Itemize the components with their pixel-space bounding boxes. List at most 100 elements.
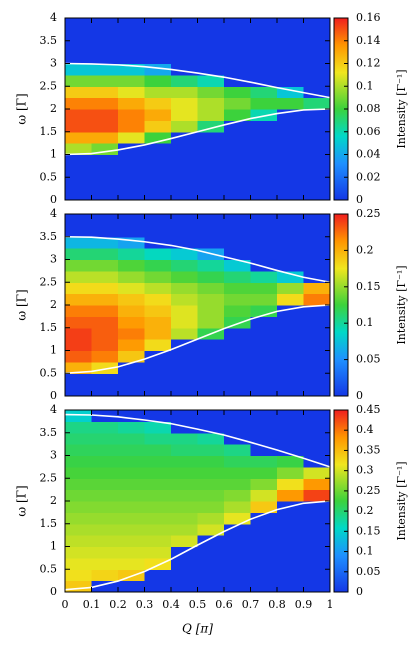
heatmap-cell xyxy=(144,225,172,238)
y-tick-label: 2 xyxy=(50,102,57,115)
y-tick-label: 1 xyxy=(50,540,57,553)
heatmap-cell xyxy=(118,350,146,363)
y-tick-label: 3 xyxy=(50,253,57,266)
heatmap-cell xyxy=(224,63,252,76)
heatmap-cell xyxy=(144,52,172,65)
heatmap-cell xyxy=(65,339,93,352)
heatmap-cell xyxy=(277,455,305,468)
heatmap-cell xyxy=(197,282,225,295)
heatmap-cell xyxy=(144,154,172,167)
heatmap-cell xyxy=(144,97,172,110)
heatmap-cell xyxy=(144,569,172,582)
y-tick-label: 2.5 xyxy=(40,79,58,92)
heatmap-cell xyxy=(250,557,278,570)
heatmap-cell xyxy=(118,580,146,593)
heatmap-cell xyxy=(65,421,93,434)
heatmap-cell xyxy=(91,18,119,30)
heatmap-cell xyxy=(197,410,225,422)
heatmap-cell xyxy=(65,177,93,190)
heatmap-cell xyxy=(303,316,331,329)
heatmap-cell xyxy=(277,327,305,340)
heatmap-cell xyxy=(91,466,119,479)
heatmap-cell xyxy=(277,569,305,582)
heatmap-cell xyxy=(303,86,331,99)
heatmap-cell xyxy=(171,489,199,502)
heatmap-cell xyxy=(118,40,146,53)
heatmap-cell xyxy=(277,466,305,479)
heatmap-cell xyxy=(144,120,172,133)
heatmap-cell xyxy=(91,455,119,468)
heatmap-cell xyxy=(118,569,146,582)
heatmap-cell xyxy=(277,40,305,53)
heatmap-cell xyxy=(250,86,278,99)
heatmap-cell xyxy=(65,580,93,593)
heatmap-cell xyxy=(197,569,225,582)
colorbar-label: Intensity [Γ⁻¹] xyxy=(395,265,408,344)
heatmap-cell xyxy=(65,214,93,226)
heatmap-cell xyxy=(91,74,119,87)
heatmap-cell xyxy=(250,361,278,374)
heatmap-cell xyxy=(144,131,172,144)
heatmap-cell xyxy=(171,120,199,133)
heatmap-cell xyxy=(303,18,331,30)
heatmap-cell xyxy=(91,384,119,397)
heatmap-cell xyxy=(224,444,252,457)
colorbar-tick-label: 0 xyxy=(356,585,363,598)
heatmap-cell xyxy=(91,501,119,513)
heatmap-cell xyxy=(250,214,278,226)
heatmap-cell xyxy=(250,63,278,76)
heatmap-cell xyxy=(197,74,225,87)
heatmap-cell xyxy=(118,384,146,397)
heatmap-cell xyxy=(197,40,225,53)
heatmap-cell xyxy=(197,523,225,536)
heatmap-cell xyxy=(91,305,119,317)
heatmap-cell xyxy=(197,177,225,190)
colorbar-tick-label: 0.02 xyxy=(356,170,381,183)
heatmap-cell xyxy=(118,432,146,445)
heatmap-cell xyxy=(171,384,199,397)
y-tick-label: 1.5 xyxy=(40,321,58,334)
heatmap-cell xyxy=(118,18,146,30)
heatmap-cell xyxy=(171,109,199,121)
heatmap-cell xyxy=(224,282,252,295)
heatmap-cell xyxy=(277,29,305,42)
heatmap-cell xyxy=(224,188,252,201)
heatmap-cell xyxy=(171,523,199,536)
heatmap-cell xyxy=(171,455,199,468)
heatmap-cell xyxy=(171,444,199,457)
heatmap-cell xyxy=(197,214,225,226)
y-tick-label: 0 xyxy=(50,193,57,206)
heatmap-cell xyxy=(250,97,278,110)
heatmap-cell xyxy=(65,63,93,76)
heatmap-cell xyxy=(91,293,119,306)
heatmap-cell xyxy=(197,165,225,178)
heatmap-cell xyxy=(277,478,305,491)
heatmap-cell xyxy=(91,120,119,133)
heatmap-cell xyxy=(197,305,225,317)
heatmap-cell xyxy=(303,569,331,582)
heatmap-cell xyxy=(118,421,146,434)
heatmap-cell xyxy=(144,40,172,53)
y-tick-label: 3.5 xyxy=(40,230,58,243)
heatmap-cell xyxy=(277,177,305,190)
heatmap-cell xyxy=(118,478,146,491)
heatmap-cell xyxy=(144,523,172,536)
heatmap-cell xyxy=(250,305,278,317)
heatmap-cell xyxy=(250,455,278,468)
heatmap-cell xyxy=(144,350,172,363)
heatmap-cell xyxy=(118,109,146,121)
heatmap-cell xyxy=(171,74,199,87)
heatmap-cell xyxy=(224,327,252,340)
heatmap-cell xyxy=(144,177,172,190)
heatmap-cell xyxy=(118,154,146,167)
heatmap-cell xyxy=(197,535,225,548)
heatmap-cell xyxy=(250,225,278,238)
heatmap-cell xyxy=(118,270,146,283)
heatmap-cell xyxy=(65,444,93,457)
y-tick-label: 0 xyxy=(50,585,57,598)
heatmap-cell xyxy=(197,18,225,30)
heatmap-cell xyxy=(144,361,172,374)
heatmap-cell xyxy=(250,236,278,249)
heatmap-cell xyxy=(91,97,119,110)
colorbar-tick-label: 0.05 xyxy=(356,353,381,366)
